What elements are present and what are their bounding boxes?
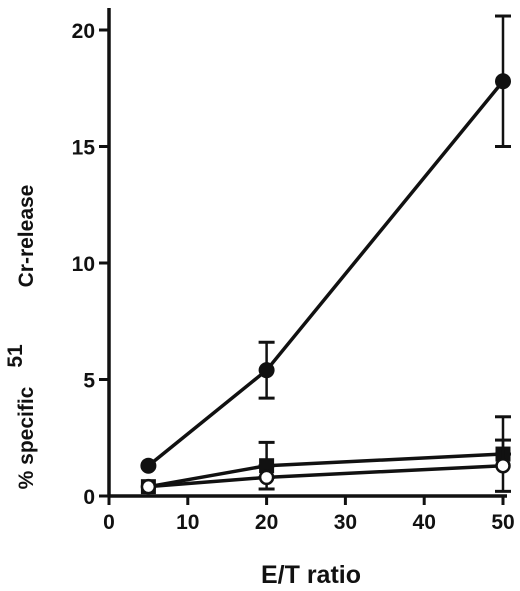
x-axis-title: E/T ratio — [261, 561, 361, 589]
series-1-point-0 — [140, 457, 157, 474]
x-tick-label-3: 30 — [334, 511, 357, 534]
series-1 — [140, 14, 511, 474]
series-3-point-1 — [258, 469, 275, 486]
series-3-point-0 — [140, 478, 157, 495]
y-axis-title: % specific 51 Cr-release — [4, 185, 38, 490]
x-tick-label-2: 20 — [255, 511, 278, 534]
x-tick-label-1: 10 — [176, 511, 199, 534]
y-tick-label-1: 5 — [83, 370, 95, 393]
y-tick-label-3: 15 — [72, 137, 96, 160]
y-axis-title-part-2: Cr-release — [15, 185, 38, 288]
series-3 — [140, 415, 511, 495]
series-1-line — [147, 80, 505, 468]
y-tick-label-2: 10 — [72, 253, 95, 276]
x-tick-label-0: 0 — [103, 511, 115, 534]
axes: 0 10 20 30 40 50 0 5 10 15 20 — [72, 8, 515, 534]
series-3-point-2 — [495, 457, 511, 474]
y-tick-label-4: 20 — [72, 20, 95, 43]
x-tick-label-4: 40 — [413, 511, 436, 534]
series-1-point-2 — [495, 73, 511, 90]
y-tick-label-0: 0 — [83, 486, 95, 509]
y-axis-title-part-1: % specific — [15, 386, 38, 489]
series-1-point-1 — [258, 362, 275, 379]
series-layer — [140, 14, 511, 495]
x-tick-label-5: 50 — [491, 511, 514, 534]
series-2-point-1 — [259, 458, 275, 474]
y-axis-title-superscript: 51 — [4, 344, 27, 368]
